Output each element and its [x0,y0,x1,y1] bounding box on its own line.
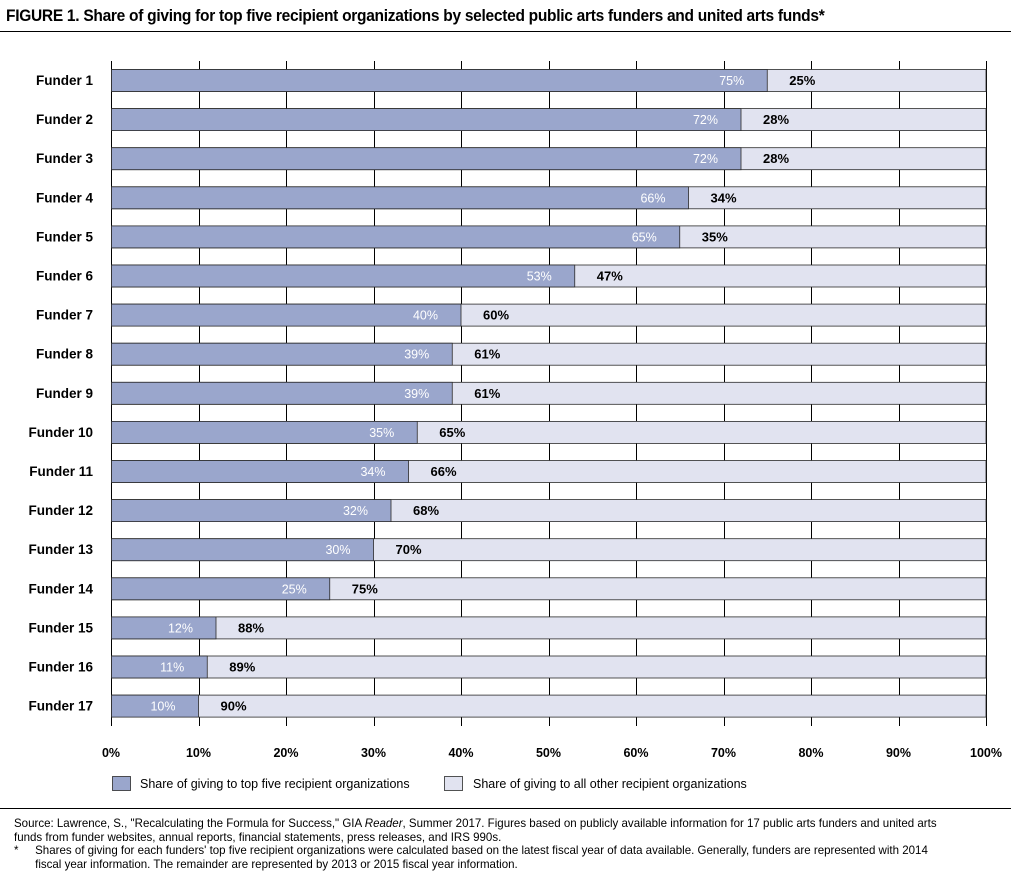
data-label-other: 68% [413,503,439,518]
data-label-top-five: 75% [719,74,744,88]
category-label: Funder 14 [28,581,93,596]
x-tick-label: 20% [273,746,298,760]
bar-top-five-segment [111,499,392,523]
category-label: Funder 1 [36,73,93,88]
data-label-other: 65% [439,425,465,440]
data-label-top-five: 40% [413,309,438,323]
footnote: * Shares of giving for each funders' top … [14,843,955,871]
category-label: Funder 4 [36,190,93,205]
category-label: Funder 11 [29,464,93,479]
data-label-top-five: 11% [160,661,184,675]
source-citation: Source: Lawrence, S., "Recalculating the… [14,816,955,844]
data-label-top-five: 12% [168,621,193,635]
x-tick-label: 30% [361,746,386,760]
data-label-other: 61% [474,347,500,362]
category-label: Funder 8 [36,347,93,362]
legend-swatch-other [444,776,463,791]
data-label-top-five: 10% [150,700,175,714]
source-text-2: , Summer 2017. Figures based on publicly… [14,816,937,844]
x-tick-label: 60% [623,746,648,760]
data-label-other: 88% [238,620,264,635]
bar-chart: 0% 10% 20% 30% 40% 50% 60% 70% 80% 90% 100% Funder … [28,61,1002,791]
footnote-marker: * [14,843,19,857]
x-tick-label: 70% [711,746,736,760]
category-label: Funder 3 [36,151,93,166]
data-label-other: 89% [229,660,255,675]
data-label-top-five: 65% [632,230,657,244]
chart-title: FIGURE 1. Share of giving for top five r… [6,7,825,25]
bar-top-five-segment [111,264,576,288]
data-label-other: 61% [474,386,500,401]
x-tick-label: 90% [886,746,911,760]
legend-label-other: Share of giving to all other recipient o… [473,777,747,791]
category-label: Funder 16 [28,660,93,675]
bar-top-five-segment [111,69,768,92]
bar-top-five-segment [111,577,331,601]
data-label-other: 75% [352,581,378,596]
data-label-other: 25% [789,73,815,88]
category-label: Funder 7 [36,308,93,323]
x-tick-label: 80% [798,746,823,760]
bar-top-five-segment [111,108,742,131]
data-label-top-five: 72% [693,113,718,127]
x-tick-label: 100% [970,746,1002,760]
bar-top-five-segment [111,186,689,210]
category-label: Funder 12 [28,503,93,518]
category-label: Funder 6 [36,269,93,284]
bar-top-five-segment [111,420,418,444]
data-label-other: 35% [702,229,728,244]
bar-top-five-segment [111,225,681,249]
bar-top-five-segment [111,616,217,640]
source-notes: Source: Lawrence, S., "Recalculating the… [14,816,955,871]
data-label-top-five: 25% [282,582,307,596]
data-label-other: 28% [763,112,789,127]
x-tick-label: 40% [448,746,473,760]
bar-top-five-segment [111,342,453,366]
data-label-other: 70% [396,542,422,557]
data-label-other: 28% [763,151,789,166]
x-tick-label: 0% [102,746,120,760]
bar-top-five-segment [111,381,453,405]
x-tick-label: 50% [536,746,561,760]
data-label-top-five: 72% [693,152,718,166]
data-label-top-five: 32% [343,504,368,518]
bar-top-five-segment [111,655,208,679]
title-rule [0,31,1011,32]
data-label-other: 34% [711,190,737,205]
bar-top-five-segment [111,303,462,327]
data-label-top-five: 39% [404,387,429,401]
data-label-other: 60% [483,308,509,323]
category-label: Funder 9 [36,386,93,401]
category-label: Funder 17 [28,699,93,714]
source-reader-word: Reader [364,816,403,830]
category-label: Funder 2 [36,112,93,127]
data-label-top-five: 34% [360,465,385,479]
x-tick-label: 10% [186,746,211,760]
data-label-other: 90% [221,699,247,714]
data-label-top-five: 35% [369,426,394,440]
data-label-other: 47% [597,269,623,284]
data-label-top-five: 66% [640,191,665,205]
data-label-other: 66% [431,464,457,479]
legend-swatch-top-five [112,776,131,791]
category-label: Funder 5 [36,229,93,244]
category-label: Funder 15 [28,620,93,635]
bar-top-five-segment [111,694,199,718]
bar-top-five-segment [111,460,409,483]
source-text-1: Source: Lawrence, S., "Recalculating the… [14,816,362,830]
data-label-top-five: 53% [527,270,552,284]
source-rule [0,808,1011,809]
data-label-top-five: 39% [404,348,429,362]
footnote-text: Shares of giving for each funders' top f… [35,843,928,871]
category-label: Funder 10 [28,425,93,440]
data-label-top-five: 30% [325,543,350,557]
category-label: Funder 13 [28,542,93,557]
bar-top-five-segment [111,147,742,171]
legend-label-top-five: Share of giving to top five recipient or… [140,777,410,791]
bar-top-five-segment [111,538,374,562]
